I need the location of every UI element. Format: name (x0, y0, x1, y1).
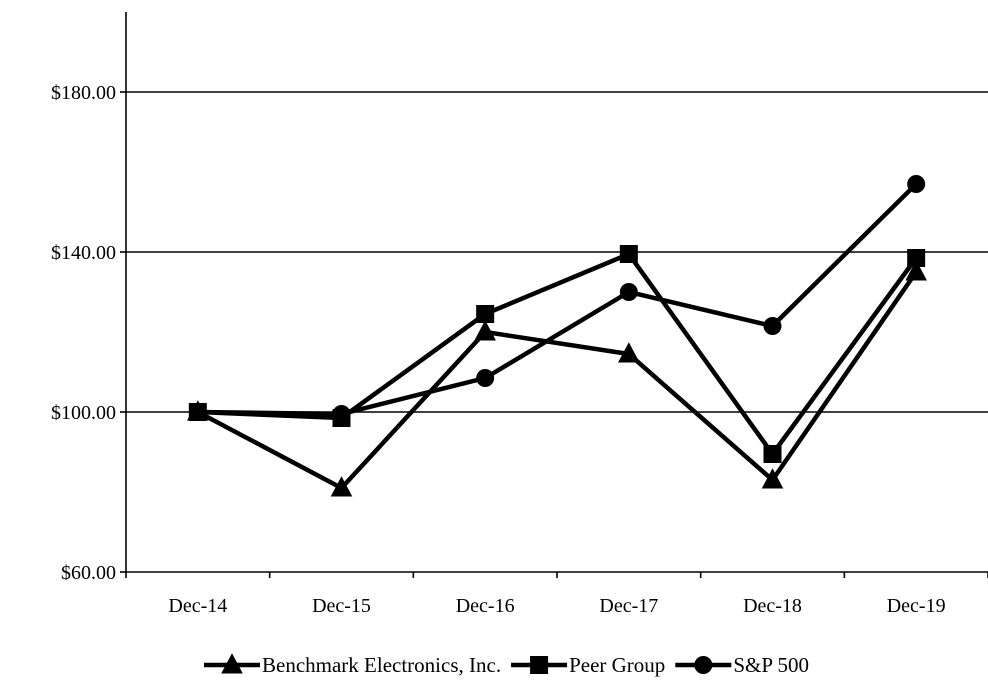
legend-label: Peer Group (569, 653, 665, 677)
data-point (761, 468, 784, 489)
data-point (907, 249, 926, 267)
y-tick-label: $140.00 (51, 242, 116, 264)
data-point (619, 245, 638, 263)
series-triangle (187, 260, 927, 497)
series-square (188, 245, 926, 463)
data-point (618, 342, 640, 363)
data-point (476, 369, 495, 387)
legend-label: Benchmark Electronics, Inc. (262, 653, 501, 677)
x-tick-label: Dec-19 (887, 595, 946, 617)
legend-item: Peer Group (511, 653, 665, 677)
x-tick-label: Dec-17 (599, 595, 658, 617)
data-point (330, 476, 353, 497)
y-axis-tick-labels: $60.00 $100.00 $140.00 $180.00 (51, 82, 116, 584)
series-line (197, 182, 918, 417)
data-point (476, 305, 495, 323)
x-tick-label: Dec-16 (456, 595, 515, 617)
x-tick-label: Dec-18 (743, 595, 802, 617)
y-tick-label: $100.00 (51, 402, 116, 424)
x-tick-label: Dec-15 (312, 595, 371, 617)
legend-item: S&P 500 (675, 653, 809, 677)
gridlines (126, 91, 988, 413)
series-line (197, 251, 918, 457)
data-point (619, 283, 638, 301)
data-point (763, 445, 782, 463)
x-axis-tick-labels: Dec-14 Dec-15 Dec-16 Dec-17 Dec-18 Dec-19 (168, 595, 945, 617)
y-tick-label: $180.00 (51, 82, 116, 104)
legend-marker (694, 656, 713, 674)
series-circle (188, 175, 926, 423)
legend-item: Benchmark Electronics, Inc. (204, 653, 501, 677)
data-point (763, 317, 782, 335)
legend-marker (530, 656, 549, 674)
series-layer (187, 175, 927, 497)
series-line (196, 270, 919, 491)
data-point (907, 175, 926, 193)
data-point (188, 403, 207, 421)
x-tick-label: Dec-14 (168, 595, 227, 617)
data-point (474, 320, 496, 341)
axes (120, 12, 988, 578)
y-tick-label: $60.00 (61, 562, 116, 584)
data-point (905, 260, 927, 281)
legend-label: S&P 500 (733, 653, 809, 677)
data-point (332, 405, 351, 423)
legend: Benchmark Electronics, Inc. Peer Group S&P… (204, 653, 809, 677)
legend-marker (221, 653, 243, 674)
